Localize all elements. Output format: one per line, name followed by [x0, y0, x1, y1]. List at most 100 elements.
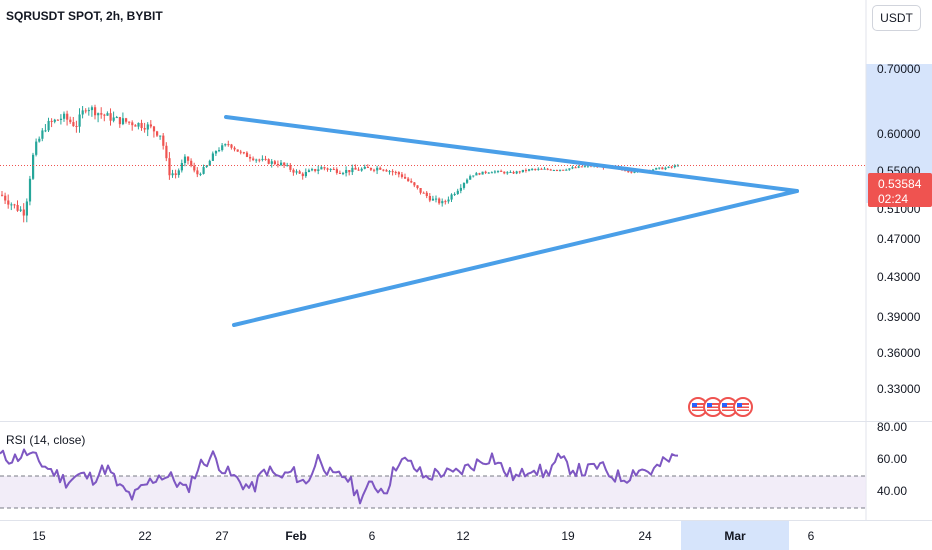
rsi-tick: 80.00	[877, 420, 907, 434]
candle	[25, 201, 28, 216]
candle	[456, 190, 459, 194]
currency-button[interactable]: USDT	[872, 5, 921, 31]
candle	[366, 166, 369, 168]
trendline-upper[interactable]	[224, 115, 799, 193]
candle	[38, 138, 41, 142]
time-tick: 27	[215, 529, 229, 543]
candle	[481, 171, 484, 175]
candle	[230, 144, 233, 148]
price-tick: 0.36000	[877, 346, 921, 360]
candle	[487, 172, 490, 174]
candle	[304, 171, 307, 177]
candle	[177, 170, 180, 176]
candle	[404, 176, 407, 179]
candle	[345, 169, 348, 174]
candle	[326, 168, 329, 170]
candle	[478, 173, 481, 175]
candle	[156, 131, 159, 136]
candle	[233, 147, 236, 150]
candle	[301, 173, 304, 177]
candle	[521, 169, 524, 173]
rsi-band	[0, 476, 866, 508]
candle	[47, 120, 50, 131]
candle	[673, 165, 676, 168]
candle	[320, 167, 323, 170]
time-tick: 22	[138, 529, 152, 543]
candle	[555, 170, 559, 172]
candle	[469, 176, 472, 180]
candle	[422, 192, 425, 194]
time-tick: 6	[808, 529, 815, 543]
candle	[97, 113, 100, 116]
candle	[69, 119, 72, 123]
candle	[658, 167, 661, 169]
candle	[528, 169, 531, 171]
candle	[1, 194, 4, 196]
candle	[574, 167, 577, 169]
candle	[382, 169, 385, 171]
candle	[351, 167, 354, 173]
candle	[109, 113, 112, 121]
candle	[174, 173, 177, 176]
candle	[280, 162, 283, 166]
candle	[270, 161, 273, 164]
candle	[100, 113, 103, 115]
candle	[385, 170, 388, 172]
candle	[490, 172, 493, 174]
candle	[90, 107, 94, 111]
price-tick: 0.43000	[877, 270, 921, 284]
candle	[94, 107, 97, 116]
candle	[59, 118, 63, 120]
candle	[134, 125, 137, 127]
candle	[373, 169, 376, 171]
candle	[53, 119, 56, 122]
time-axis-highlight	[681, 520, 789, 550]
candle	[472, 175, 475, 177]
candle	[205, 165, 208, 168]
candle	[317, 169, 320, 171]
candle	[391, 171, 394, 173]
candle	[664, 167, 667, 170]
candle	[35, 141, 38, 155]
trendline-lower[interactable]	[232, 189, 799, 327]
candle	[202, 167, 205, 174]
candle	[462, 182, 466, 188]
candle	[87, 110, 90, 112]
candle	[552, 170, 555, 172]
candle	[292, 169, 295, 173]
event-flags[interactable]	[688, 397, 753, 417]
candle	[357, 169, 360, 171]
candle	[667, 166, 670, 168]
us-flag-icon[interactable]	[733, 397, 753, 417]
rsi-line	[0, 448, 679, 505]
candle	[208, 160, 211, 166]
candle	[118, 117, 121, 125]
candle	[453, 193, 456, 195]
candle	[44, 130, 47, 132]
candle	[506, 172, 509, 174]
candle	[159, 135, 162, 137]
price-tick: 0.60000	[877, 127, 921, 141]
time-tick: 19	[561, 529, 575, 543]
candle	[388, 171, 391, 173]
candle	[431, 198, 435, 201]
candle	[84, 110, 87, 112]
candle	[128, 121, 131, 123]
candle	[400, 174, 404, 177]
current-price-tag	[868, 173, 932, 207]
candle	[75, 125, 78, 127]
candle	[78, 114, 81, 127]
candle	[407, 178, 410, 182]
candle	[196, 170, 199, 175]
rsi-title[interactable]: RSI (14, close)	[6, 433, 85, 447]
candle	[497, 170, 500, 172]
price-tick: 0.33000	[877, 382, 921, 396]
candle	[425, 192, 428, 197]
price-tick: 0.47000	[877, 232, 921, 246]
candle	[543, 168, 546, 170]
symbol-title[interactable]: SQRUSDT SPOT, 2h, BYBIT	[6, 9, 163, 23]
candle	[583, 166, 586, 168]
candle	[63, 113, 66, 119]
candle	[140, 122, 143, 129]
